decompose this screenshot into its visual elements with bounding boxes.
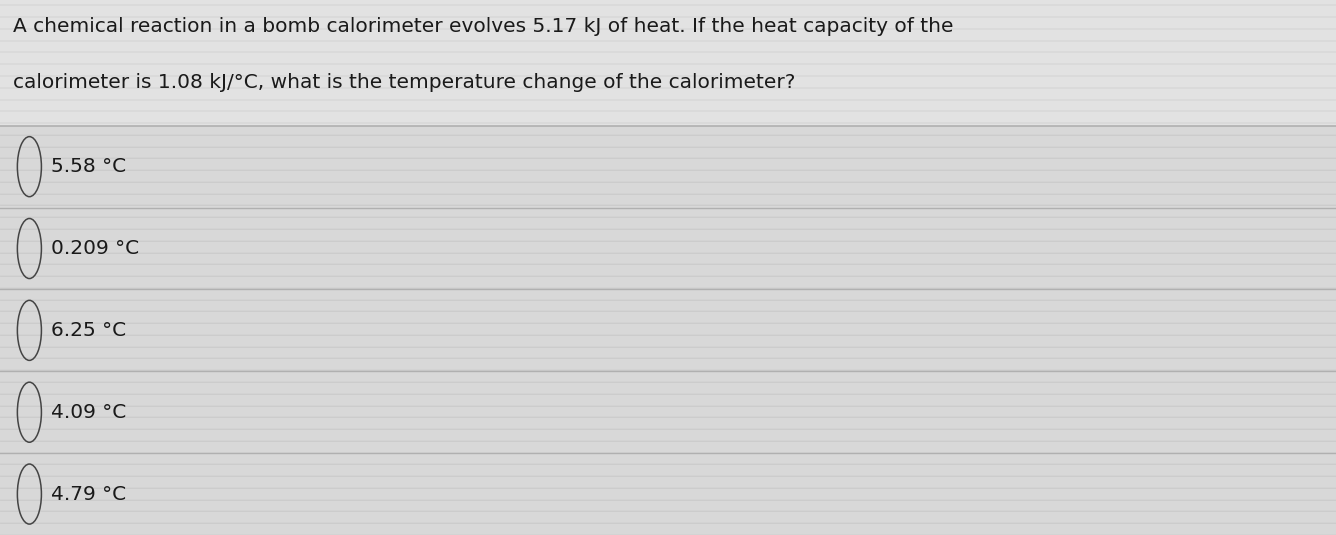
Text: calorimeter is 1.08 kJ/°C, what is the temperature change of the calorimeter?: calorimeter is 1.08 kJ/°C, what is the t… bbox=[13, 73, 796, 93]
Text: 6.25 °C: 6.25 °C bbox=[51, 321, 126, 340]
Text: 5.58 °C: 5.58 °C bbox=[51, 157, 126, 176]
Text: 4.79 °C: 4.79 °C bbox=[51, 485, 126, 503]
Text: 0.209 °C: 0.209 °C bbox=[51, 239, 139, 258]
Bar bbox=[0, 0, 1336, 126]
Text: 4.09 °C: 4.09 °C bbox=[51, 403, 126, 422]
Text: A chemical reaction in a bomb calorimeter evolves 5.17 kJ of heat. If the heat c: A chemical reaction in a bomb calorimete… bbox=[13, 17, 954, 36]
